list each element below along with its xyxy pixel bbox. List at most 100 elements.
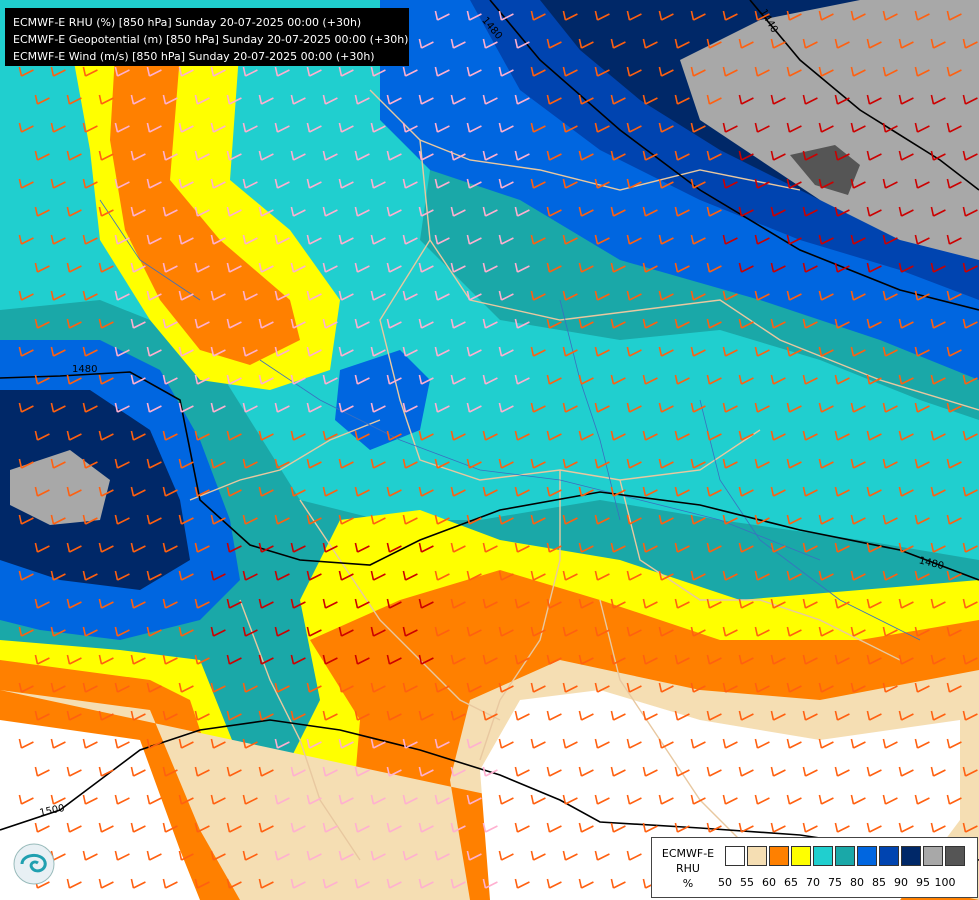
wind-barb	[834, 38, 850, 49]
wind-barb	[306, 402, 322, 413]
wind-barb	[194, 262, 210, 273]
wind-barb	[306, 66, 322, 77]
wind-barb	[850, 794, 866, 805]
wind-barb	[738, 150, 754, 161]
wind-barb	[722, 10, 738, 21]
legend-swatch	[769, 846, 789, 866]
wind-barb	[482, 262, 498, 273]
wind-barb	[562, 570, 578, 581]
wind-barb	[706, 430, 722, 441]
wind-barb	[962, 374, 978, 385]
wind-barb	[818, 346, 834, 357]
wind-barb	[770, 430, 786, 441]
wind-barb	[82, 122, 98, 133]
wind-barb	[530, 738, 546, 749]
wind-barb	[642, 318, 658, 329]
wind-barb	[946, 66, 962, 77]
rhu-legend: ECMWF-E RHU % 50 55 60 65 70 75 80 85 90 95 100	[651, 837, 978, 898]
wind-barb	[914, 178, 930, 189]
wind-barb	[498, 794, 514, 805]
wind-barb	[546, 374, 562, 385]
wind-barb	[146, 850, 162, 861]
wind-barb	[242, 850, 258, 861]
wind-barb	[690, 514, 706, 525]
wind-barb	[946, 794, 962, 805]
wind-barb	[130, 710, 146, 721]
wind-barb	[386, 766, 402, 777]
wind-barb	[114, 290, 130, 301]
wind-barb	[434, 234, 450, 245]
wind-barb	[290, 654, 306, 665]
wind-barb	[386, 374, 402, 385]
wind-barb	[802, 710, 818, 721]
wind-barb	[162, 318, 178, 329]
wind-barb	[146, 682, 162, 693]
wind-barb	[626, 346, 642, 357]
wind-barb	[514, 654, 530, 665]
wind-barb	[450, 654, 466, 665]
wind-barb	[514, 710, 530, 721]
wind-barb	[674, 206, 690, 217]
wind-barb	[354, 206, 370, 217]
wind-barb	[530, 682, 546, 693]
wind-barb	[466, 178, 482, 189]
wind-barb	[402, 514, 418, 525]
wind-barb	[962, 206, 978, 217]
wind-barb	[850, 570, 866, 581]
wind-barb	[338, 178, 354, 189]
wind-barb	[882, 570, 898, 581]
wind-barb	[834, 318, 850, 329]
wind-barb	[514, 430, 530, 441]
wind-barb	[690, 626, 706, 637]
wind-barb	[34, 542, 50, 553]
wind-barb	[722, 66, 738, 77]
wind-barb	[578, 150, 594, 161]
wind-barb	[114, 234, 130, 245]
wind-barb	[882, 626, 898, 637]
wind-barb	[498, 10, 514, 21]
wind-barb	[770, 822, 786, 833]
wind-barb	[306, 514, 322, 525]
wind-barb	[706, 486, 722, 497]
wind-barb	[930, 486, 946, 497]
wind-barb	[834, 374, 850, 385]
wind-barb	[178, 626, 194, 637]
wind-barb	[18, 514, 34, 525]
wind-barb	[114, 122, 130, 133]
wind-barb	[242, 738, 258, 749]
wind-barb	[610, 374, 626, 385]
wind-barb	[754, 178, 770, 189]
wind-barb	[514, 374, 530, 385]
wind-barb	[306, 458, 322, 469]
wind-barb	[930, 374, 946, 385]
wind-barb	[866, 374, 882, 385]
wind-barb	[834, 262, 850, 273]
wind-barb	[866, 94, 882, 105]
wind-barb	[738, 486, 754, 497]
wind-barb	[130, 94, 146, 105]
wind-barb	[882, 234, 898, 245]
wind-barb	[290, 206, 306, 217]
wind-barb	[18, 458, 34, 469]
wind-barb	[386, 654, 402, 665]
wind-barb	[130, 262, 146, 273]
wind-barb	[306, 346, 322, 357]
wind-barb	[610, 206, 626, 217]
wind-barb	[162, 822, 178, 833]
wind-barb	[306, 290, 322, 301]
wind-barb	[546, 710, 562, 721]
wind-barb	[18, 122, 34, 133]
wind-barb	[450, 94, 466, 105]
wind-barb	[338, 682, 354, 693]
wind-barb	[114, 66, 130, 77]
wind-barb	[178, 738, 194, 749]
wind-barb	[402, 346, 418, 357]
wind-barb	[226, 878, 242, 889]
wind-barb	[354, 654, 370, 665]
wind-barb	[930, 542, 946, 553]
wind-barb	[98, 598, 114, 609]
wind-barb	[498, 626, 514, 637]
legend-swatch	[725, 846, 745, 866]
wind-barb	[962, 486, 978, 497]
wind-barb	[482, 598, 498, 609]
